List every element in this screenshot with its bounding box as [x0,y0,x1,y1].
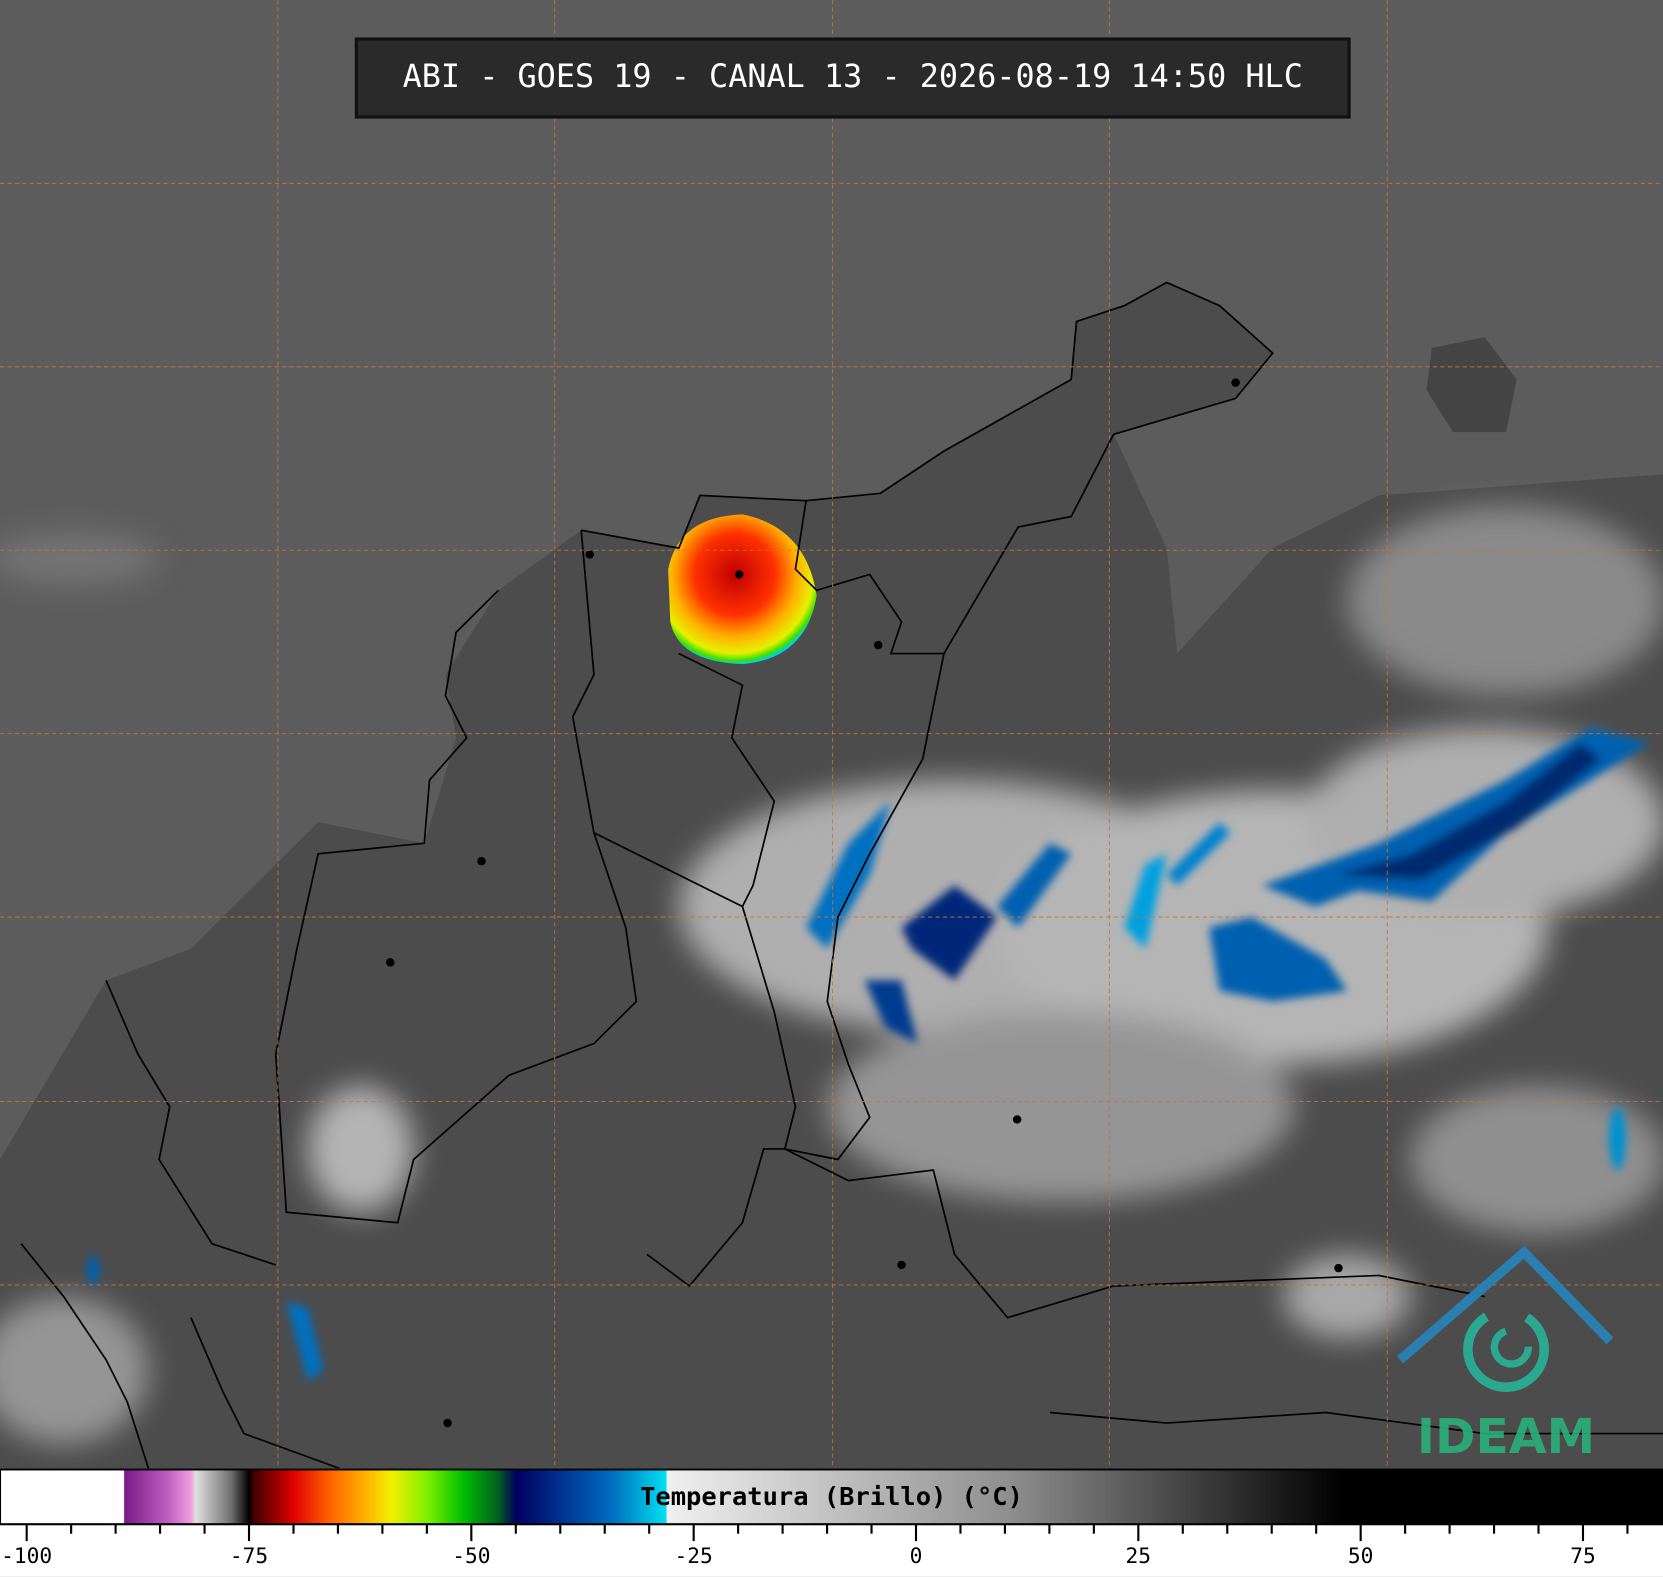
tick-label: 50 [1348,1543,1374,1568]
borders [20,281,1663,1470]
title-box: ABI - GOES 19 - CANAL 13 - 2026-08-19 14… [354,37,1351,119]
colorbar: Temperatura (Brillo) (°C) -100 -75 -50 -25 0… [0,1468,1663,1577]
logo-text: IDEAM [1417,1409,1595,1465]
title: ABI - GOES 19 - CANAL 13 - 2026-08-19 14… [403,59,1303,95]
tick-label: 0 [910,1543,923,1568]
colorbar-label: Temperatura (Brillo) (°C) [640,1481,1023,1511]
tick-label: -100 [1,1543,52,1568]
tick-label: 75 [1570,1543,1596,1568]
colorbar-gradient [0,1468,1663,1526]
tick-label: -75 [230,1543,268,1568]
tick-label: -25 [675,1543,713,1568]
lat-lon-grid [0,0,1663,1469]
cities [386,378,1343,1428]
satellite-image [0,0,1663,1470]
tick-label: 25 [1126,1543,1152,1568]
tick-label: -50 [452,1543,490,1568]
logo: IDEAM [1396,1245,1614,1465]
